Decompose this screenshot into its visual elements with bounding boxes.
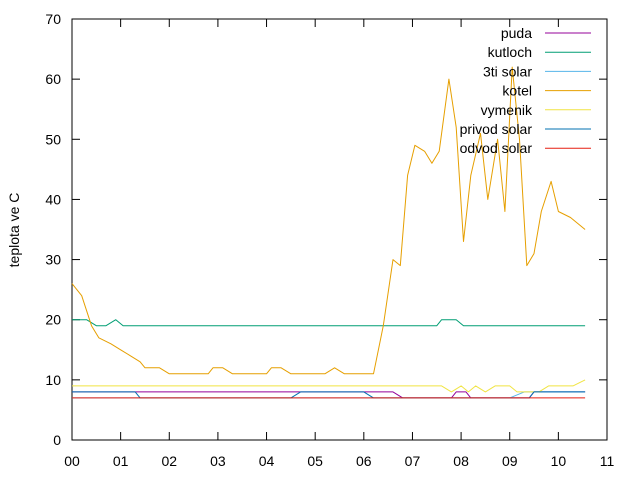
x-tick-label: 09 [502, 453, 518, 469]
y-tick-label: 30 [45, 252, 61, 268]
legend-label: privod solar [460, 121, 533, 137]
series-line-kotel [71, 66, 586, 375]
y-tick-label: 40 [45, 191, 61, 207]
series-line-puda [72, 391, 586, 399]
legend-label: kotel [502, 83, 532, 99]
legend: puda kutloch 3ti solar kotel vymenik privod s… [460, 25, 591, 156]
x-axis: 00 01 02 03 04 05 06 07 08 09 10 11 [64, 19, 614, 469]
series-line-privod-solar [72, 391, 586, 399]
y-axis: 0 10 20 30 40 50 60 70 [45, 11, 607, 448]
x-tick-label: 07 [405, 453, 421, 469]
y-tick-label: 20 [45, 312, 61, 328]
y-tick-label: 60 [45, 71, 61, 87]
legend-label: 3ti solar [483, 63, 532, 79]
x-tick-label: 10 [551, 453, 567, 469]
x-tick-label: 05 [307, 453, 323, 469]
x-tick-label: 04 [259, 453, 275, 469]
legend-label: kutloch [488, 44, 532, 60]
series-line-vymenik [72, 379, 586, 393]
legend-label: puda [501, 25, 532, 41]
x-tick-label: 11 [600, 453, 615, 469]
y-tick-label: 0 [53, 432, 61, 448]
plot-frame [71, 18, 608, 441]
series-layer [71, 66, 586, 399]
y-tick-label: 10 [45, 372, 61, 388]
x-tick-label: 00 [64, 453, 80, 469]
x-tick-label: 01 [113, 453, 129, 469]
series-line-3ti-solar [72, 391, 586, 399]
x-tick-label: 02 [161, 453, 177, 469]
x-tick-label: 08 [453, 453, 469, 469]
legend-label: vymenik [481, 102, 533, 118]
x-tick-label: 03 [210, 453, 226, 469]
series-line-kutloch [72, 319, 586, 327]
legend-label: odvod solar [460, 140, 533, 156]
plot-border [71, 18, 608, 441]
x-tick-label: 06 [356, 453, 372, 469]
y-tick-label: 70 [45, 11, 61, 27]
y-tick-label: 50 [45, 131, 61, 147]
y-axis-title: teplota ve C [6, 193, 22, 268]
